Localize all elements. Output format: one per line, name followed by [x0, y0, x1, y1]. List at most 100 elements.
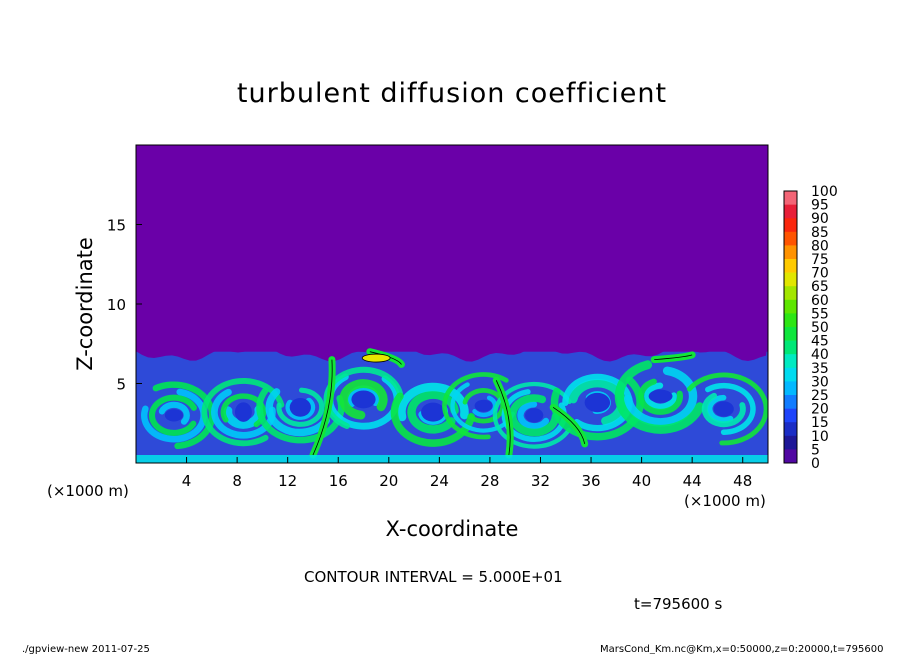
colorbar-label: 60: [811, 293, 829, 309]
colorbar-segment: [784, 259, 797, 273]
x-tick-label: 4: [182, 472, 192, 490]
colorbar-label: 0: [811, 456, 820, 472]
colorbar-segment: [784, 231, 797, 246]
eddy-core: [289, 397, 311, 417]
colorbar-label: 80: [811, 238, 829, 254]
peak-spot: [362, 354, 391, 363]
colorbar: 1009590858075706560555045403530252015105…: [783, 184, 838, 472]
footer-right: MarsCond_Km.nc@Km,x=0:50000,z=0:20000,t=…: [600, 644, 884, 654]
colorbar-label: 20: [811, 402, 829, 418]
eddy-swirl: [148, 394, 197, 436]
colorbar-label: 45: [811, 334, 829, 350]
eddy-swirl: [638, 378, 683, 415]
colorbar-frame: [783, 190, 798, 464]
colorbar-segment: [784, 204, 797, 219]
eddy-swirl: [442, 372, 509, 440]
colorbar-label: 55: [811, 306, 829, 322]
colorbar-segment: [784, 422, 797, 437]
eddy-swirl: [517, 401, 550, 430]
eddy-swirl: [141, 388, 207, 443]
y-axis-unit: (×1000 m): [47, 482, 129, 500]
eddy-core: [421, 402, 446, 422]
eddy-core: [351, 390, 376, 409]
colorbar-label: 10: [811, 429, 829, 445]
contour-line: [369, 351, 402, 365]
contour-line: [495, 380, 511, 456]
contour-line: [361, 353, 391, 363]
colorbar-label: 75: [811, 252, 829, 268]
contour-interval-label: CONTOUR INTERVAL = 5.000E+01: [304, 568, 563, 586]
x-tick-label: 32: [531, 472, 550, 490]
x-axis: 4 8 12 16 20 24 28 32 36 40 44 48: [182, 457, 752, 490]
eddy-swirl: [624, 366, 698, 427]
eddy-swirl: [339, 379, 388, 420]
eddy-swirl: [397, 382, 469, 422]
eddy-core: [584, 392, 611, 413]
x-tick-label: 48: [733, 472, 752, 490]
y-axis-label: Z-coordinate: [73, 237, 97, 371]
colorbar-segment: [784, 340, 797, 355]
y-tick-label: 15: [107, 217, 126, 235]
contour-line: [654, 354, 693, 361]
chart-title: turbulent diffusion coefficient: [237, 78, 667, 109]
colorbar-segment: [784, 381, 797, 396]
time-label: t=795600 s: [634, 595, 722, 613]
plot-area: [135, 144, 769, 464]
x-axis-unit: (×1000 m): [684, 492, 766, 510]
eddy-swirl: [701, 392, 746, 428]
eddy-swirl: [158, 401, 190, 425]
eddy-swirl: [276, 387, 325, 427]
surface-layer: [136, 455, 768, 463]
eddy-swirl: [450, 382, 516, 433]
x-tick-label: 28: [480, 472, 499, 490]
eddy-swirl: [706, 394, 734, 423]
colorbar-label: 95: [811, 198, 829, 214]
eddy-swirl: [686, 372, 768, 446]
eddy-swirl: [265, 388, 330, 437]
y-tick-label: 10: [107, 296, 126, 314]
colorbar-label: 90: [811, 211, 829, 227]
y-tick-label: 5: [116, 376, 126, 394]
y-axis: 5 10 15: [107, 217, 142, 394]
colorbar-label: 85: [811, 225, 829, 241]
eddy-core: [648, 389, 673, 403]
eddy-core: [713, 401, 734, 417]
colorbar-segment: [784, 367, 797, 382]
contour-line: [552, 407, 586, 445]
colorbar-label: 65: [811, 279, 829, 295]
colorbar-segment: [784, 435, 797, 450]
diffusion-field: [136, 339, 768, 463]
colorbar-segment: [784, 299, 797, 314]
eddy-swirl: [201, 378, 285, 447]
eddy-swirl: [508, 394, 560, 437]
colorbar-segment: [784, 408, 797, 423]
eddy-swirl: [644, 382, 677, 410]
eddy-swirl: [614, 360, 705, 434]
layer-edge: [136, 339, 768, 362]
colorbar-segment: [784, 191, 797, 205]
colorbar-segment: [784, 245, 797, 260]
colorbar-label: 30: [811, 374, 829, 390]
eddy-core: [234, 402, 252, 422]
colorbar-label: 25: [811, 388, 829, 404]
colorbar-segment: [784, 272, 797, 287]
eddy-swirl: [472, 395, 498, 418]
eddy-swirl: [705, 382, 756, 435]
colorbar-label: 40: [811, 347, 829, 363]
x-tick-label: 44: [683, 472, 702, 490]
footer-left: ./gpview-new 2011-07-25: [22, 644, 150, 654]
eddy-core: [474, 399, 493, 412]
colorbar-segment: [784, 354, 797, 369]
eddy-swirl: [562, 373, 633, 432]
colorbar-segment: [784, 327, 797, 341]
x-tick-label: 24: [430, 472, 449, 490]
colorbar-label: 15: [811, 415, 829, 431]
colorbar-segment: [784, 395, 797, 409]
x-axis-label: X-coordinate: [386, 517, 519, 541]
eddy-swirl: [152, 381, 216, 450]
eddy-swirl: [569, 378, 626, 426]
colorbar-segment: [784, 313, 797, 328]
colorbar-segment: [784, 218, 797, 233]
colorbar-segment: [784, 449, 797, 464]
eddy-swirl: [323, 366, 403, 429]
